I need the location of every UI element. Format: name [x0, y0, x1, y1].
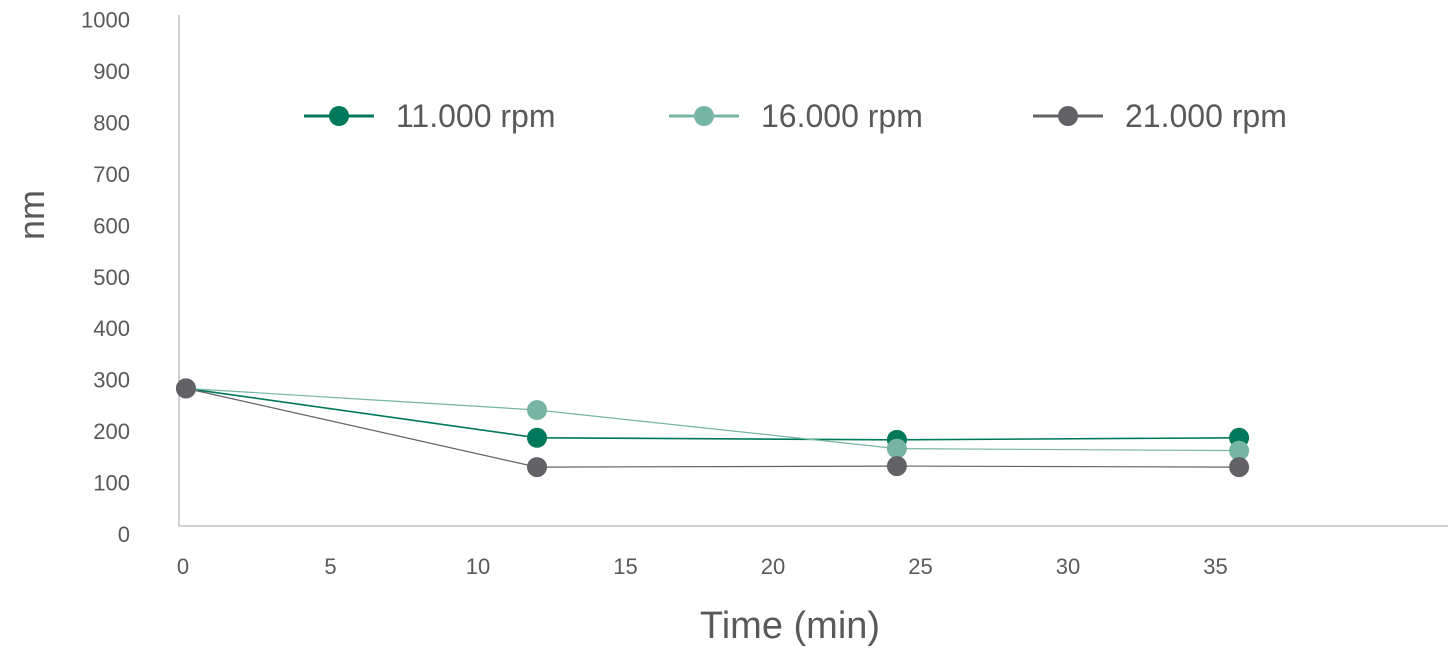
data-point [527, 457, 547, 478]
y-tick-label: 100 [93, 471, 130, 496]
data-point [1229, 440, 1250, 461]
data-point [527, 427, 547, 448]
series-line [185, 387, 1240, 452]
y-tick-label: 900 [93, 59, 130, 84]
x-tick-label: 10 [466, 554, 490, 579]
legend-marker [694, 106, 714, 126]
x-axis-title: Time (min) [700, 605, 880, 647]
legend-marker [329, 106, 349, 126]
y-axis-title: nm [11, 190, 52, 240]
legend-entry: 21.000 rpm [1033, 98, 1287, 134]
legend-label: 16.000 rpm [761, 98, 923, 134]
x-tick-label: 5 [324, 554, 336, 579]
series-1 [175, 378, 1250, 461]
series-line [185, 387, 1240, 468]
data-point [1229, 457, 1250, 478]
series-line [185, 387, 1240, 441]
data-point [886, 456, 907, 477]
legend-marker [1058, 106, 1078, 126]
x-tick-label: 35 [1203, 554, 1227, 579]
y-tick-label: 700 [93, 162, 130, 187]
series-0 [175, 378, 1250, 450]
x-tick-label: 15 [613, 554, 637, 579]
legend-label: 21.000 rpm [1125, 98, 1287, 134]
data-point [175, 378, 196, 399]
y-tick-label: 400 [93, 316, 130, 341]
axes [178, 15, 1448, 527]
data-point [527, 400, 547, 421]
y-tick-label: 0 [118, 522, 130, 547]
x-tick-label: 20 [761, 554, 785, 579]
series-layer [175, 378, 1250, 478]
x-tick-labels: 0 5 10 15 20 25 30 35 [177, 554, 1228, 579]
y-tick-label: 1000 [81, 8, 130, 33]
series-2 [175, 378, 1250, 478]
y-tick-label: 600 [93, 213, 130, 238]
legend: 11.000 rpm 16.000 rpm 21.000 rpm [304, 98, 1287, 134]
y-tick-label: 200 [93, 419, 130, 444]
y-tick-label: 800 [93, 110, 130, 135]
legend-entry: 16.000 rpm [669, 98, 923, 134]
legend-label: 11.000 rpm [396, 98, 556, 134]
y-tick-label: 500 [93, 265, 130, 290]
y-tick-labels: 0 100 200 300 400 500 600 700 800 900 1000 [81, 8, 130, 548]
y-tick-label: 300 [93, 368, 130, 393]
legend-entry: 11.000 rpm [304, 98, 556, 134]
data-point [886, 438, 907, 459]
x-tick-label: 0 [177, 554, 189, 579]
x-tick-label: 25 [908, 554, 932, 579]
x-tick-label: 30 [1056, 554, 1080, 579]
